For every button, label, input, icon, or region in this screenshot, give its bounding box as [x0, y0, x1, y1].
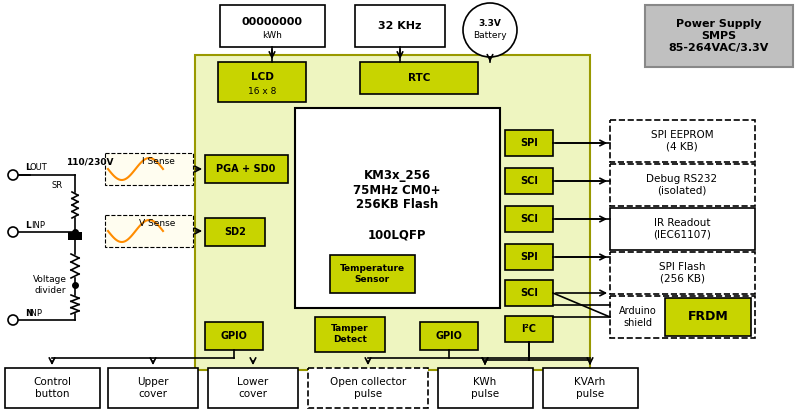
- Text: IR Readout
(IEC61107): IR Readout (IEC61107): [653, 218, 711, 240]
- Text: 16 x 8: 16 x 8: [248, 86, 276, 95]
- FancyBboxPatch shape: [420, 322, 478, 350]
- FancyBboxPatch shape: [205, 218, 265, 246]
- Text: SPI EEPROM
(4 KB): SPI EEPROM (4 KB): [650, 130, 714, 152]
- Text: 32 KHz: 32 KHz: [378, 21, 422, 31]
- FancyBboxPatch shape: [205, 322, 263, 350]
- Text: SD2: SD2: [224, 227, 246, 237]
- FancyBboxPatch shape: [505, 244, 553, 270]
- FancyBboxPatch shape: [610, 208, 755, 250]
- Text: V Sense: V Sense: [138, 219, 175, 228]
- Text: KVArh
pulse: KVArh pulse: [574, 377, 606, 399]
- FancyBboxPatch shape: [218, 62, 306, 102]
- Circle shape: [8, 170, 18, 180]
- Text: SCI: SCI: [520, 214, 538, 224]
- FancyBboxPatch shape: [315, 317, 385, 352]
- FancyBboxPatch shape: [610, 164, 755, 206]
- Text: INP: INP: [31, 221, 45, 230]
- Text: SPI Flash
(256 KB): SPI Flash (256 KB): [658, 262, 706, 284]
- Text: 00000000: 00000000: [242, 17, 302, 27]
- Text: Control
button: Control button: [33, 377, 71, 399]
- Text: N: N: [25, 309, 33, 318]
- Text: 110/230V: 110/230V: [66, 157, 114, 166]
- Text: FRDM: FRDM: [688, 311, 728, 323]
- Circle shape: [463, 3, 517, 57]
- Text: OUT: OUT: [29, 164, 47, 173]
- FancyBboxPatch shape: [360, 62, 478, 94]
- Text: I Sense: I Sense: [142, 157, 175, 166]
- Text: KWh
pulse: KWh pulse: [471, 377, 499, 399]
- FancyBboxPatch shape: [505, 316, 553, 342]
- Text: Voltage
divider: Voltage divider: [33, 275, 67, 295]
- FancyBboxPatch shape: [438, 368, 533, 408]
- Text: SCI: SCI: [520, 288, 538, 298]
- Text: RTC: RTC: [408, 73, 430, 83]
- Text: GPIO: GPIO: [435, 331, 462, 341]
- FancyBboxPatch shape: [208, 368, 298, 408]
- FancyBboxPatch shape: [645, 5, 793, 67]
- FancyBboxPatch shape: [543, 368, 638, 408]
- FancyBboxPatch shape: [355, 5, 445, 47]
- FancyBboxPatch shape: [195, 55, 590, 370]
- Text: Open collector
pulse: Open collector pulse: [330, 377, 406, 399]
- Circle shape: [8, 227, 18, 237]
- Text: Debug RS232
(isolated): Debug RS232 (isolated): [646, 174, 718, 196]
- Text: GPIO: GPIO: [221, 331, 247, 341]
- Text: Arduino
shield: Arduino shield: [619, 306, 657, 328]
- Text: Power Supply
SMPS
85-264VAC/3.3V: Power Supply SMPS 85-264VAC/3.3V: [669, 19, 769, 52]
- Text: Temperature
Sensor: Temperature Sensor: [339, 264, 405, 284]
- Text: L: L: [25, 164, 30, 173]
- FancyBboxPatch shape: [505, 280, 553, 306]
- FancyBboxPatch shape: [610, 252, 755, 294]
- FancyBboxPatch shape: [68, 232, 82, 240]
- Text: kWh: kWh: [262, 31, 282, 40]
- Text: 3.3V: 3.3V: [478, 19, 502, 28]
- Text: LCD: LCD: [250, 72, 274, 82]
- Text: SPI: SPI: [520, 138, 538, 148]
- FancyBboxPatch shape: [220, 5, 325, 47]
- FancyBboxPatch shape: [108, 368, 198, 408]
- FancyBboxPatch shape: [308, 368, 428, 408]
- Text: KM3x_256
75MHz CM0+
256KB Flash

100LQFP: KM3x_256 75MHz CM0+ 256KB Flash 100LQFP: [354, 169, 441, 242]
- FancyBboxPatch shape: [330, 255, 415, 293]
- FancyBboxPatch shape: [610, 296, 755, 338]
- FancyBboxPatch shape: [105, 153, 193, 185]
- Text: SR: SR: [51, 180, 62, 190]
- FancyBboxPatch shape: [105, 215, 193, 247]
- FancyBboxPatch shape: [295, 108, 500, 308]
- FancyBboxPatch shape: [505, 168, 553, 194]
- Text: Upper
cover: Upper cover: [138, 377, 169, 399]
- Text: SPI: SPI: [520, 252, 538, 262]
- FancyBboxPatch shape: [205, 155, 288, 183]
- Text: L: L: [25, 221, 30, 230]
- Text: I²C: I²C: [522, 324, 537, 334]
- Text: SCI: SCI: [520, 176, 538, 186]
- Circle shape: [8, 315, 18, 325]
- FancyBboxPatch shape: [505, 130, 553, 156]
- Text: Lower
cover: Lower cover: [238, 377, 269, 399]
- Text: Tamper
Detect: Tamper Detect: [331, 324, 369, 344]
- Text: PGA + SD0: PGA + SD0: [216, 164, 276, 174]
- Text: Battery: Battery: [473, 31, 507, 40]
- FancyBboxPatch shape: [5, 368, 100, 408]
- FancyBboxPatch shape: [665, 298, 751, 336]
- FancyBboxPatch shape: [505, 206, 553, 232]
- Text: INP: INP: [28, 309, 42, 318]
- FancyBboxPatch shape: [610, 120, 755, 162]
